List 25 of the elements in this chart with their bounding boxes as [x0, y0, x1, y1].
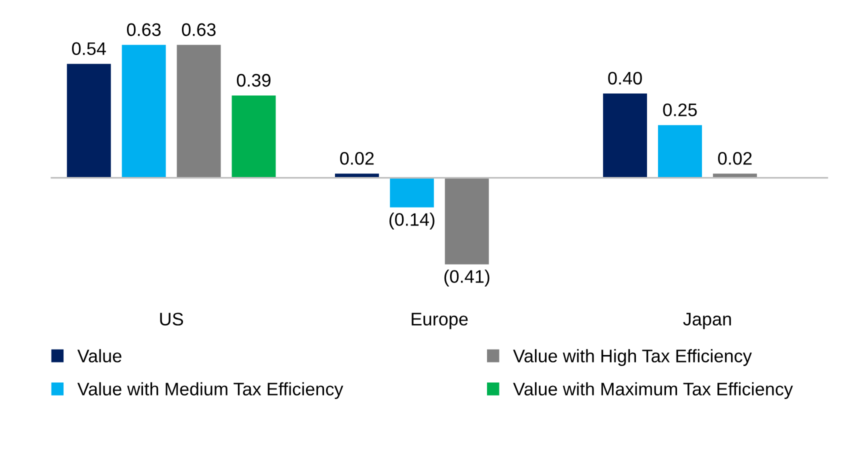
- x-tick-label: US: [160, 312, 184, 326]
- bar: [390, 178, 434, 208]
- data-label: 0.54: [72, 42, 106, 56]
- legend-label: Value: [77, 349, 122, 362]
- data-label: 0.02: [340, 152, 374, 165]
- bar: [658, 125, 702, 178]
- bar: [232, 96, 276, 178]
- bar: [444, 178, 489, 264]
- data-label: 0.02: [718, 152, 752, 165]
- data-label: 0.63: [182, 23, 216, 36]
- x-tick-label: Europe: [412, 312, 468, 330]
- data-label: 0.63: [126, 23, 161, 36]
- bar: [176, 44, 221, 178]
- data-label: (0.41): [444, 270, 490, 286]
- data-label: 0.25: [663, 103, 697, 116]
- data-label: 0.39: [236, 74, 270, 87]
- bar: [66, 64, 111, 178]
- legend-label: Value with Maximum Tax Efficiency: [513, 382, 793, 400]
- bar: [122, 44, 166, 178]
- data-label: 0.40: [608, 72, 642, 85]
- legend-label: Value with Medium Tax Efficiency: [77, 382, 344, 400]
- legend-label: Value with High Tax Efficiency: [513, 349, 752, 366]
- data-label: (0.14): [389, 212, 434, 230]
- x-tick-label: Japan: [683, 312, 731, 330]
- bar: [603, 93, 648, 178]
